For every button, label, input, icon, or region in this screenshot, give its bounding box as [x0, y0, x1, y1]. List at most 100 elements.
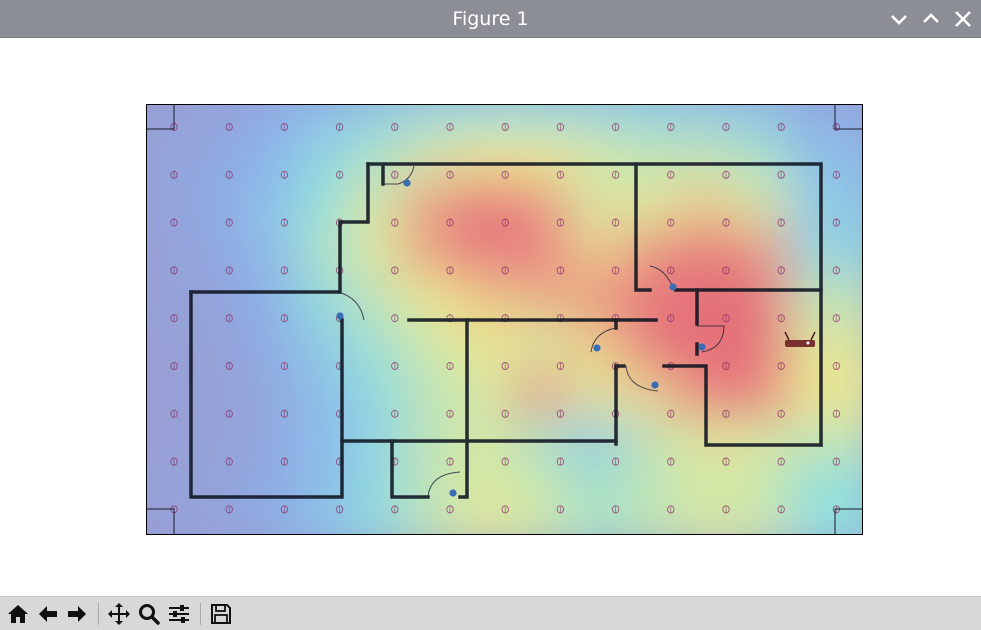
measurement-point — [170, 218, 178, 227]
door-marker — [698, 343, 706, 351]
pan-button[interactable] — [106, 601, 132, 627]
measurement-point — [225, 361, 233, 371]
figure-canvas[interactable] — [0, 38, 981, 596]
measurement-point — [170, 409, 178, 418]
forward-button[interactable] — [64, 601, 90, 627]
corner-mark — [146, 104, 175, 130]
chevron-up-icon — [923, 13, 939, 23]
floppy-disk-icon — [211, 604, 231, 624]
close-button[interactable] — [951, 7, 975, 31]
wall — [634, 162, 652, 292]
save-button[interactable] — [208, 601, 234, 627]
measurement-point — [170, 170, 178, 179]
measurement-point — [446, 505, 454, 514]
measurement-point — [391, 505, 399, 514]
door-arc — [697, 325, 725, 353]
measurement-point — [446, 170, 454, 179]
measurement-point — [667, 409, 675, 418]
measurement-point — [611, 505, 620, 514]
measurement-point — [225, 409, 233, 418]
measurement-point — [225, 314, 233, 323]
zoom-button[interactable] — [136, 601, 162, 627]
measurement-point — [777, 122, 785, 132]
wall — [662, 364, 823, 447]
close-icon — [955, 11, 971, 27]
measurement-point — [667, 266, 675, 275]
measurement-point — [501, 170, 509, 179]
home-button[interactable] — [5, 601, 31, 627]
measurement-point — [556, 409, 565, 418]
measurement-point — [446, 409, 454, 418]
measurement-point — [280, 457, 289, 466]
measurement-point — [832, 409, 841, 418]
measurement-point — [391, 266, 399, 275]
chevron-down-icon — [891, 15, 907, 25]
measurement-point — [832, 314, 841, 323]
door-marker — [593, 344, 601, 352]
measurement-point — [777, 218, 785, 227]
measurement-point — [777, 409, 785, 418]
measurement-point — [667, 218, 675, 227]
door-marker — [669, 283, 677, 291]
measurement-point — [832, 170, 841, 179]
corner-mark — [834, 508, 863, 535]
measurement-point — [391, 361, 399, 371]
door-marker — [403, 179, 411, 187]
doors — [337, 165, 725, 498]
corner-mark — [834, 104, 863, 130]
door-arc — [427, 471, 461, 498]
measurement-point — [280, 505, 289, 514]
arrow-right-icon — [68, 606, 86, 622]
router-icon — [784, 331, 816, 347]
measurement-point — [501, 505, 509, 514]
measurement-point — [170, 314, 178, 323]
measurement-point — [170, 361, 178, 371]
measurement-point — [556, 218, 565, 227]
measurement-point — [667, 457, 675, 466]
minimize-button[interactable] — [887, 7, 911, 31]
door-arc — [383, 165, 415, 185]
measurement-point — [832, 218, 841, 227]
measurement-point — [832, 361, 841, 371]
measurement-point — [501, 361, 509, 371]
home-icon — [8, 605, 28, 623]
measurement-point — [280, 314, 289, 323]
wall — [390, 439, 430, 499]
sliders-icon — [169, 605, 189, 623]
measurement-point — [722, 170, 730, 179]
measurement-point — [280, 361, 289, 371]
heatmap-plot[interactable] — [146, 104, 863, 535]
corner-marks — [146, 104, 863, 535]
back-button[interactable] — [35, 601, 61, 627]
measurement-point — [446, 266, 454, 275]
door-marker — [449, 489, 457, 497]
measurement-point — [335, 170, 344, 179]
configure-subplots-button[interactable] — [166, 601, 192, 627]
measurement-point — [391, 122, 399, 132]
maximize-button[interactable] — [919, 7, 943, 31]
navigation-toolbar — [0, 596, 981, 630]
measurement-point — [722, 218, 730, 227]
measurement-point — [391, 409, 399, 418]
measurement-point — [170, 457, 178, 466]
measurement-point — [280, 122, 289, 132]
measurement-point — [280, 218, 289, 227]
measurement-point — [611, 457, 620, 466]
measurement-point — [556, 266, 565, 275]
door-arc — [625, 365, 659, 392]
measurement-point — [777, 266, 785, 275]
measurement-point — [225, 457, 233, 466]
measurement-point — [722, 505, 730, 514]
measurement-point — [722, 122, 730, 132]
measurement-point — [611, 218, 620, 227]
measurement-point — [170, 266, 178, 275]
measurement-point — [611, 122, 620, 132]
measurement-point — [501, 266, 509, 275]
door-markers — [336, 179, 706, 497]
magnifier-icon — [139, 604, 160, 625]
heat-cell — [788, 465, 863, 535]
door-arc — [590, 327, 617, 353]
measurement-point — [722, 361, 730, 371]
corner-mark — [146, 508, 175, 535]
wall — [458, 318, 469, 499]
